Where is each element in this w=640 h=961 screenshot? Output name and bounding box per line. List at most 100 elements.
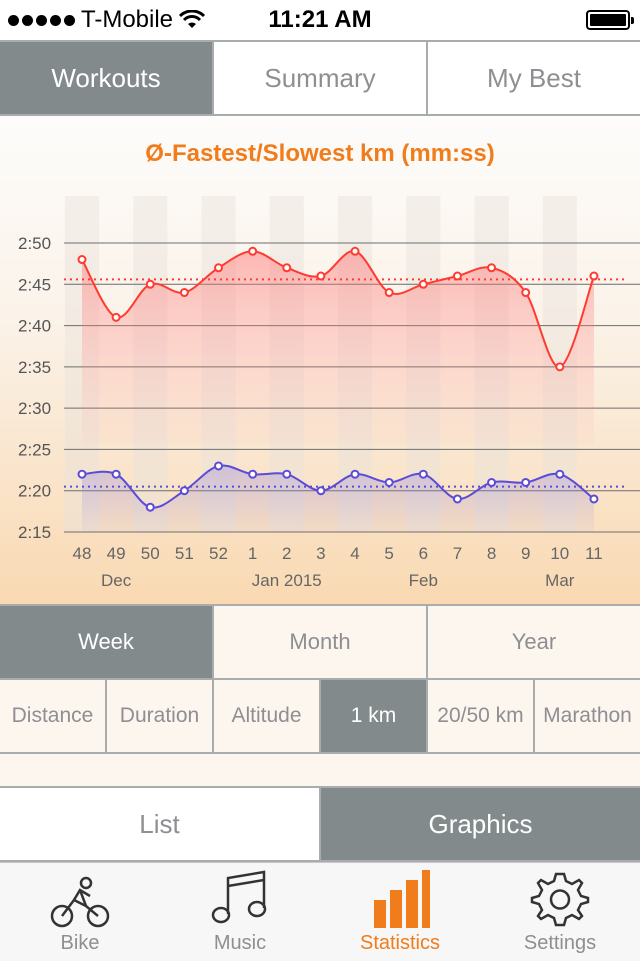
tab-workouts[interactable]: Workouts xyxy=(0,42,212,114)
carrier-info: T-Mobile xyxy=(8,6,206,34)
x-tick-label: 8 xyxy=(487,544,496,563)
x-month-label: Dec xyxy=(101,571,132,590)
x-tick-label: 2 xyxy=(282,544,291,563)
data-point xyxy=(316,486,326,496)
chart-title: Ø-Fastest/Slowest km (mm:ss) xyxy=(145,140,495,167)
data-point xyxy=(145,502,155,512)
x-month-label: Jan 2015 xyxy=(252,571,322,590)
x-tick-label: 10 xyxy=(550,544,569,563)
y-tick-label: 2:15 xyxy=(18,523,51,542)
y-tick-label: 2:45 xyxy=(18,275,51,294)
x-month-label: Feb xyxy=(409,571,438,590)
view-graphics[interactable]: Graphics xyxy=(319,788,640,860)
data-point xyxy=(214,263,224,273)
tab-summary[interactable]: Summary xyxy=(212,42,426,114)
x-tick-label: 52 xyxy=(209,544,228,563)
data-point xyxy=(179,288,189,298)
tabbar-bike[interactable]: Bike xyxy=(0,863,160,961)
data-point xyxy=(248,246,258,256)
range-year[interactable]: Year xyxy=(426,606,640,678)
bar-chart-icon xyxy=(374,870,430,928)
metric-1km[interactable]: 1 km xyxy=(319,680,426,752)
x-tick-label: 5 xyxy=(384,544,393,563)
data-point xyxy=(521,477,531,487)
x-tick-label: 1 xyxy=(248,544,257,563)
data-point xyxy=(589,271,599,281)
metric-segmented-control: Distance Duration Altitude 1 km 20/50 km… xyxy=(0,678,640,754)
gear-icon xyxy=(530,872,590,927)
status-time: 11:21 AM xyxy=(268,6,372,33)
metric-altitude[interactable]: Altitude xyxy=(212,680,319,752)
data-point xyxy=(384,288,394,298)
top-segmented-control: Workouts Summary My Best xyxy=(0,40,640,116)
y-tick-label: 2:20 xyxy=(18,482,51,501)
x-tick-label: 3 xyxy=(316,544,325,563)
spacer-band xyxy=(0,754,640,786)
x-tick-label: 51 xyxy=(175,544,194,563)
data-point xyxy=(145,279,155,289)
data-point xyxy=(316,271,326,281)
wifi-icon xyxy=(179,10,206,28)
music-note-icon xyxy=(211,870,267,924)
view-list[interactable]: List xyxy=(0,788,319,860)
data-point xyxy=(555,469,565,479)
data-point xyxy=(521,288,531,298)
y-tick-label: 2:30 xyxy=(18,399,51,418)
data-point xyxy=(77,255,87,265)
metric-20-50km[interactable]: 20/50 km xyxy=(426,680,533,752)
data-point xyxy=(418,279,428,289)
x-month-label: Mar xyxy=(545,571,575,590)
data-point xyxy=(589,494,599,504)
signal-dots-icon xyxy=(8,14,75,26)
x-tick-label: 50 xyxy=(141,544,160,563)
x-tick-label: 9 xyxy=(521,544,530,563)
metric-marathon[interactable]: Marathon xyxy=(533,680,640,752)
tabbar-label: Settings xyxy=(523,932,597,954)
x-tick-label: 4 xyxy=(350,544,359,563)
data-point xyxy=(77,469,87,479)
range-week[interactable]: Week xyxy=(0,606,212,678)
y-tick-label: 2:25 xyxy=(18,440,51,459)
tab-my-best[interactable]: My Best xyxy=(426,42,640,114)
data-point xyxy=(350,469,360,479)
tabbar-statistics[interactable]: Statistics xyxy=(320,863,480,961)
data-point xyxy=(418,469,428,479)
x-tick-label: 49 xyxy=(107,544,126,563)
range-segmented-control: Week Month Year xyxy=(0,604,640,680)
series-area xyxy=(82,251,594,444)
data-point xyxy=(350,246,360,256)
x-tick-label: 48 xyxy=(73,544,92,563)
series-area xyxy=(82,465,594,532)
data-point xyxy=(282,469,292,479)
series-line xyxy=(81,464,595,509)
data-point xyxy=(555,362,565,372)
tabbar-label: Music xyxy=(213,932,267,954)
metric-duration[interactable]: Duration xyxy=(105,680,212,752)
x-tick-label: 7 xyxy=(453,544,462,563)
data-point xyxy=(487,477,497,487)
x-tick-label: 11 xyxy=(585,544,603,563)
tabbar-settings[interactable]: Settings xyxy=(480,863,640,961)
bike-icon xyxy=(50,876,110,928)
battery-icon xyxy=(586,10,634,30)
data-point xyxy=(111,469,121,479)
metric-distance[interactable]: Distance xyxy=(0,680,105,752)
data-point xyxy=(282,263,292,273)
data-point xyxy=(452,494,462,504)
data-point xyxy=(179,486,189,496)
data-point xyxy=(452,271,462,281)
tabbar-music[interactable]: Music xyxy=(160,863,320,961)
data-point xyxy=(487,263,497,273)
tabbar-label: Statistics xyxy=(359,932,441,954)
data-point xyxy=(384,477,394,487)
y-tick-label: 2:50 xyxy=(18,234,51,253)
carrier-name: T-Mobile xyxy=(81,6,174,33)
x-tick-label: 6 xyxy=(419,544,428,563)
status-bar: T-Mobile 11:21 AM xyxy=(0,0,640,40)
y-tick-label: 2:35 xyxy=(18,358,51,377)
range-month[interactable]: Month xyxy=(212,606,426,678)
data-point xyxy=(111,312,121,322)
data-point xyxy=(214,461,224,471)
data-point xyxy=(248,469,258,479)
